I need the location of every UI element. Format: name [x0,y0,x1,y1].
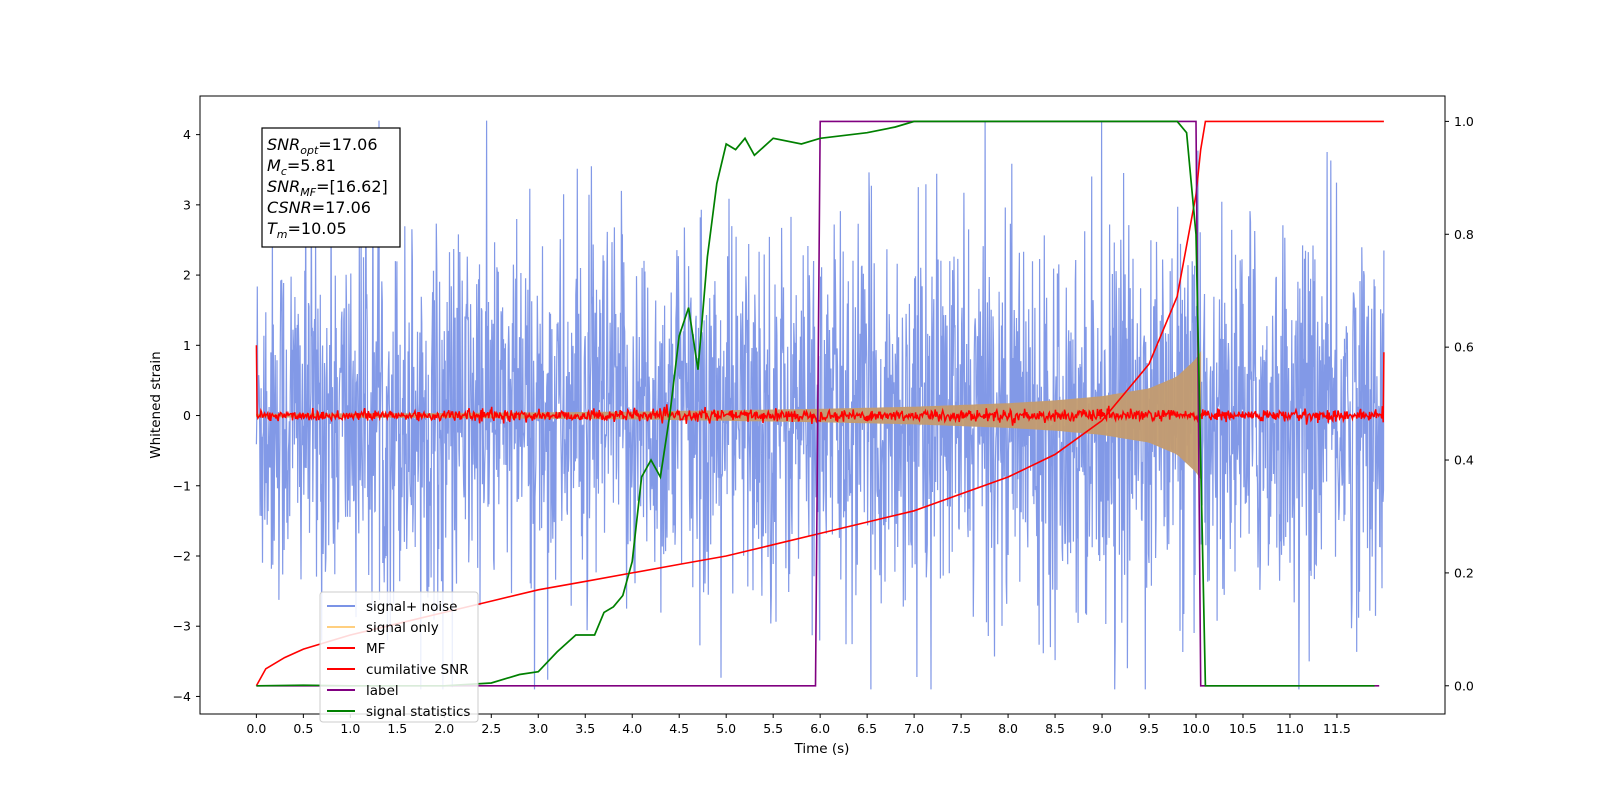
x-tick-label: 6.5 [857,721,877,736]
x-tick-label: 0.5 [293,721,313,736]
y-tick-label: −3 [173,619,191,634]
series-signal-statistics [256,120,1375,687]
x-tick-label: 10.5 [1229,721,1257,736]
x-tick-label: 2.5 [481,721,501,736]
legend-frame [319,591,479,723]
y-tick-label: −2 [173,548,191,563]
x-tick-label: 10.0 [1182,721,1210,736]
x-tick-label: 2.0 [434,721,454,736]
x-tick-label: 3.5 [575,721,595,736]
y2-tick-label: 0.2 [1454,565,1474,580]
annotation-line: Mc=5.81 [267,156,336,178]
y-tick-label: 2 [183,268,191,283]
y2-tick-label: 0.0 [1454,678,1474,693]
x-tick-label: 8.5 [1045,721,1065,736]
y-axis-right: 0.0 0.2 0.4 0.6 0.8 1.0 [1445,114,1474,693]
legend-label: label [366,683,399,699]
legend-label: signal statistics [366,704,470,720]
y2-tick-label: 0.8 [1454,227,1474,242]
y-axis-label: Whitened strain [148,351,164,458]
x-axis: 0.0 0.5 1.0 1.5 2.0 2.5 3.0 3.5 4.0 4.5 5.0 5.5 6.0 6… [246,714,1351,736]
x-tick-label: 11.5 [1323,721,1351,736]
plot-area [255,120,1385,690]
annotation-line: Tm=10.05 [267,219,347,241]
y-tick-label: 3 [183,197,191,212]
x-tick-label: 4.5 [669,721,689,736]
legend-label: MF [366,641,385,657]
x-tick-label: 5.5 [763,721,783,736]
x-tick-label: 9.5 [1139,721,1159,736]
x-tick-label: 9.0 [1092,721,1112,736]
axes-frame [199,95,1446,715]
legend-label: cumilative SNR [366,662,469,678]
x-tick-label: 5.0 [716,721,736,736]
stats-annotation-box: SNRopt=17.06Mc=5.81SNRMF=[16.62]CSNR=17.… [261,127,401,248]
x-tick-label: 1.5 [387,721,407,736]
x-tick-label: 11.0 [1276,721,1304,736]
x-tick-label: 1.0 [340,721,360,736]
y-axis-left: −4 −3 −2 −1 0 1 2 3 4 [173,127,200,704]
y-tick-label: −1 [173,478,191,493]
x-tick-label: 0.0 [246,721,266,736]
x-tick-label: 6.0 [810,721,830,736]
series-mf [255,345,1385,426]
legend-label: signal+ noise [366,599,457,615]
y-tick-label: 0 [183,408,191,423]
annotation-frame [261,127,401,248]
x-tick-label: 3.0 [528,721,548,736]
y2-tick-label: 0.4 [1454,453,1474,468]
x-tick-label: 4.0 [622,721,642,736]
y-tick-label: 1 [183,338,191,353]
legend: signal+ noise signal only MF cumilative SNR… [319,591,479,723]
y-tick-label: −4 [173,689,191,704]
legend-label: signal only [366,620,439,636]
y2-tick-label: 0.6 [1454,340,1474,355]
annotation-line: CSNR=17.06 [267,198,371,217]
x-tick-label: 7.0 [904,721,924,736]
annotation-line: SNRMF=[16.62] [267,177,388,199]
y2-tick-label: 1.0 [1454,114,1474,129]
x-axis-label: Time (s) [794,741,850,757]
x-tick-label: 8.0 [998,721,1018,736]
y-tick-label: 4 [183,127,191,142]
annotation-line: SNRopt=17.06 [267,135,378,157]
x-tick-label: 7.5 [951,721,971,736]
